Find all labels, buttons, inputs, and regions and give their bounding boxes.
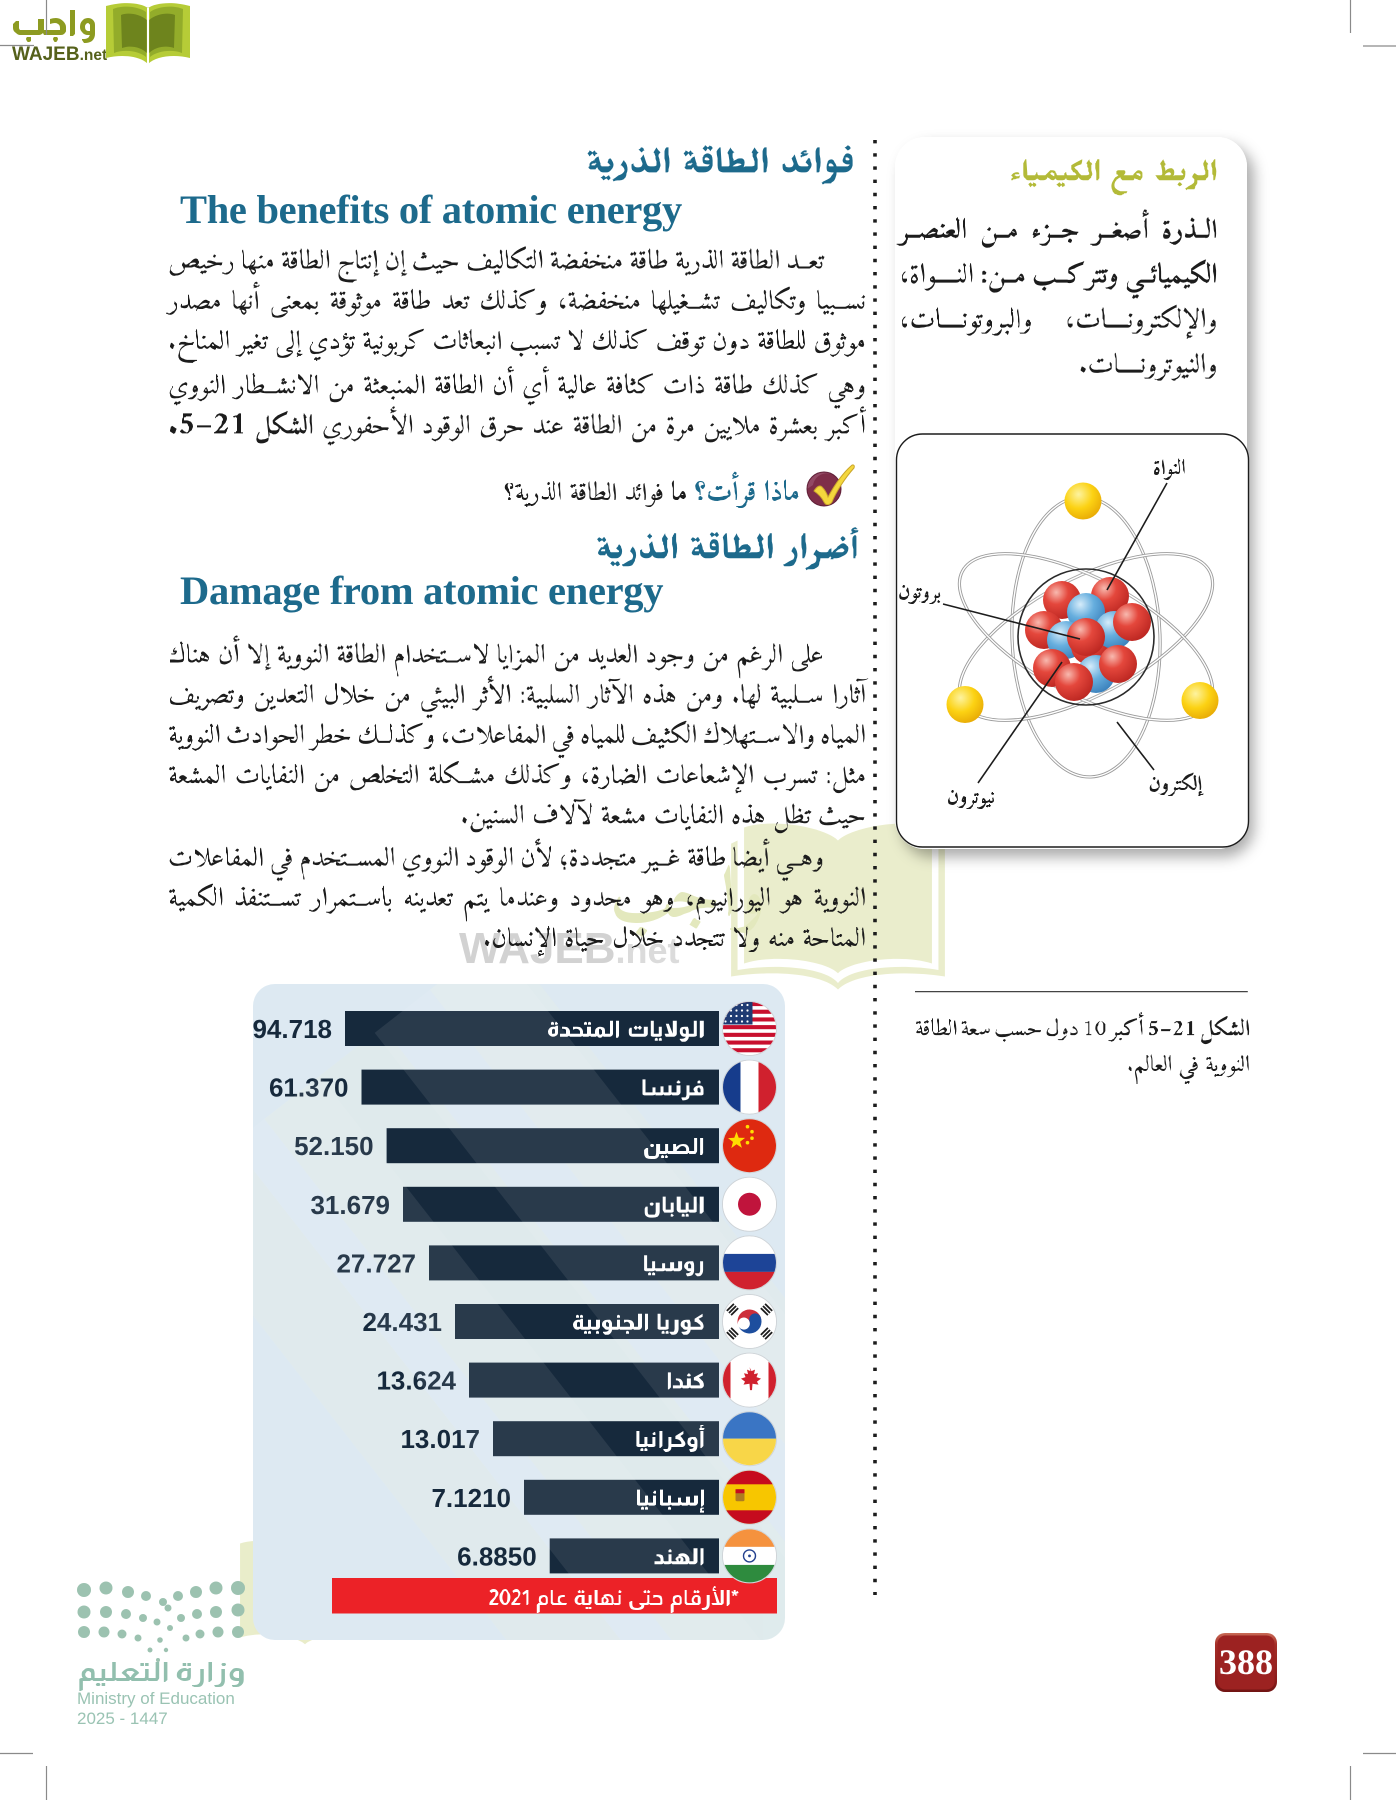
svg-text:Ministry of Education: Ministry of Education	[77, 1689, 235, 1708]
svg-text:52.150: 52.150	[294, 1131, 374, 1161]
svg-text:94.718: 94.718	[252, 1014, 332, 1044]
svg-text:13.017: 13.017	[400, 1424, 480, 1454]
svg-text:31.679: 31.679	[310, 1190, 390, 1220]
svg-text:WAJEB.net: WAJEB.net	[12, 44, 107, 65]
svg-text:6.8850: 6.8850	[457, 1541, 537, 1571]
svg-text:2025 - 1447: 2025 - 1447	[77, 1709, 168, 1728]
svg-text:27.727: 27.727	[336, 1248, 416, 1278]
svg-text:388: 388	[1219, 1642, 1273, 1682]
svg-text:24.431: 24.431	[362, 1307, 442, 1337]
svg-text:7.1210: 7.1210	[431, 1483, 511, 1513]
svg-text:13.624: 13.624	[376, 1366, 456, 1396]
svg-text:61.370: 61.370	[269, 1073, 349, 1103]
